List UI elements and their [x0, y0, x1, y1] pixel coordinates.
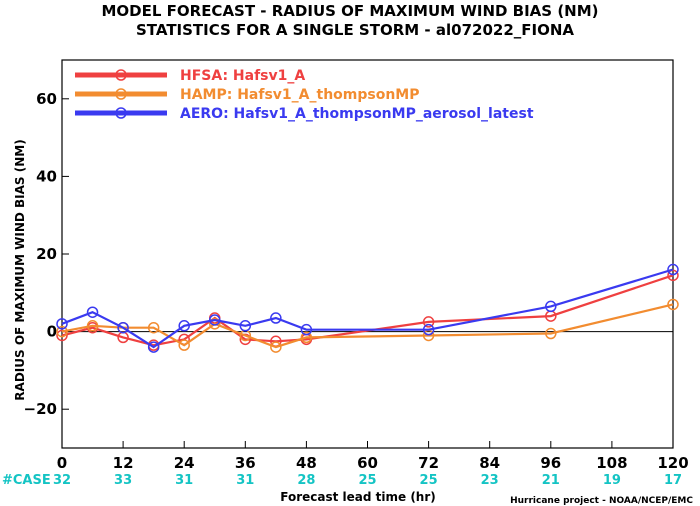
- x-tick-label: 96: [540, 454, 561, 472]
- data-point: [178, 339, 190, 351]
- case-count: 32: [53, 473, 71, 488]
- data-point: [117, 321, 129, 334]
- y-tick-label: 40: [36, 167, 57, 185]
- x-tick-label: 0: [57, 454, 67, 472]
- legend-label: HAMP: Hafsv1_A_thompsonMP: [180, 87, 420, 103]
- case-count: 17: [664, 473, 682, 488]
- legend-swatch-marker: [115, 69, 127, 81]
- series-layer: [56, 263, 679, 353]
- data-point: [545, 327, 557, 340]
- case-count: 25: [420, 473, 438, 488]
- data-point: [86, 306, 99, 318]
- x-tick-label: 84: [479, 454, 500, 472]
- y-axis-ticks: −20 0 20 40 60: [24, 90, 69, 418]
- case-count: 21: [542, 473, 560, 488]
- y-tick-label: −20: [24, 400, 57, 418]
- legend-swatch-marker: [115, 107, 127, 119]
- data-point: [270, 312, 282, 324]
- case-count: 28: [297, 473, 315, 488]
- data-point: [56, 325, 68, 338]
- case-count: 31: [236, 473, 254, 488]
- data-point: [86, 320, 99, 332]
- case-count: 19: [603, 473, 621, 488]
- series-hfsa: [56, 269, 679, 351]
- x-axis-label: Forecast lead time (hr): [280, 490, 436, 504]
- case-count: 25: [358, 473, 376, 488]
- x-axis-ticks: 0 12 24 36 48 60 72 84 96 108 120: [57, 441, 689, 472]
- chart-title-line1: MODEL FORECAST - RADIUS OF MAXIMUM WIND …: [101, 2, 598, 20]
- x-tick-label: 120: [657, 454, 688, 472]
- x-tick-label: 48: [296, 454, 317, 472]
- data-point: [422, 316, 435, 328]
- data-point: [56, 318, 68, 330]
- x-tick-label: 36: [235, 454, 256, 472]
- legend-label: HFSA: Hafsv1_A: [180, 68, 305, 84]
- series-line-hfsa: [61, 274, 674, 347]
- case-label: #CASE: [2, 473, 51, 488]
- case-count: 33: [114, 473, 132, 488]
- y-tick-label: 20: [36, 245, 57, 263]
- data-point: [209, 318, 221, 330]
- data-point: [147, 321, 160, 334]
- data-point: [147, 341, 160, 353]
- data-point: [56, 329, 68, 342]
- legend-item-hfsa: HFSA: Hafsv1_A: [75, 68, 305, 84]
- case-count: 23: [481, 473, 499, 488]
- data-point: [422, 323, 435, 336]
- y-axis-label: RADIUS OF MAXIMUM WIND BIAS (NM): [13, 139, 27, 400]
- data-point: [667, 263, 679, 276]
- legend: HFSA: Hafsv1_A HAMP: Hafsv1_A_thompsonMP A…: [75, 68, 534, 122]
- case-count: 31: [175, 473, 193, 488]
- x-tick-label: 72: [418, 454, 439, 472]
- data-point: [300, 323, 313, 336]
- data-point: [209, 314, 221, 326]
- x-tick-label: 60: [357, 454, 378, 472]
- credit-text: Hurricane project - NOAA/NCEP/EMC: [510, 496, 693, 506]
- data-point: [178, 320, 190, 332]
- legend-item-aero: AERO: Hafsv1_A_thompsonMP_aerosol_latest: [75, 106, 534, 122]
- data-point: [667, 298, 679, 311]
- y-tick-label: 0: [47, 323, 57, 341]
- data-point: [545, 300, 557, 313]
- y-tick-label: 60: [36, 90, 57, 108]
- data-point: [239, 320, 252, 332]
- legend-label: AERO: Hafsv1_A_thompsonMP_aerosol_latest: [180, 106, 534, 122]
- legend-item-hamp: HAMP: Hafsv1_A_thompsonMP: [75, 87, 420, 103]
- x-tick-label: 12: [113, 454, 134, 472]
- data-point: [300, 331, 313, 344]
- case-counts: 32 33 31 31 28 25 25 23 21 19 17: [53, 473, 682, 488]
- legend-swatch-marker: [115, 88, 127, 100]
- chart-title-line2: STATISTICS FOR A SINGLE STORM - al072022…: [136, 21, 574, 39]
- x-tick-label: 24: [174, 454, 195, 472]
- x-tick-label: 108: [596, 454, 627, 472]
- data-point: [270, 341, 282, 353]
- series-aero: [56, 263, 679, 353]
